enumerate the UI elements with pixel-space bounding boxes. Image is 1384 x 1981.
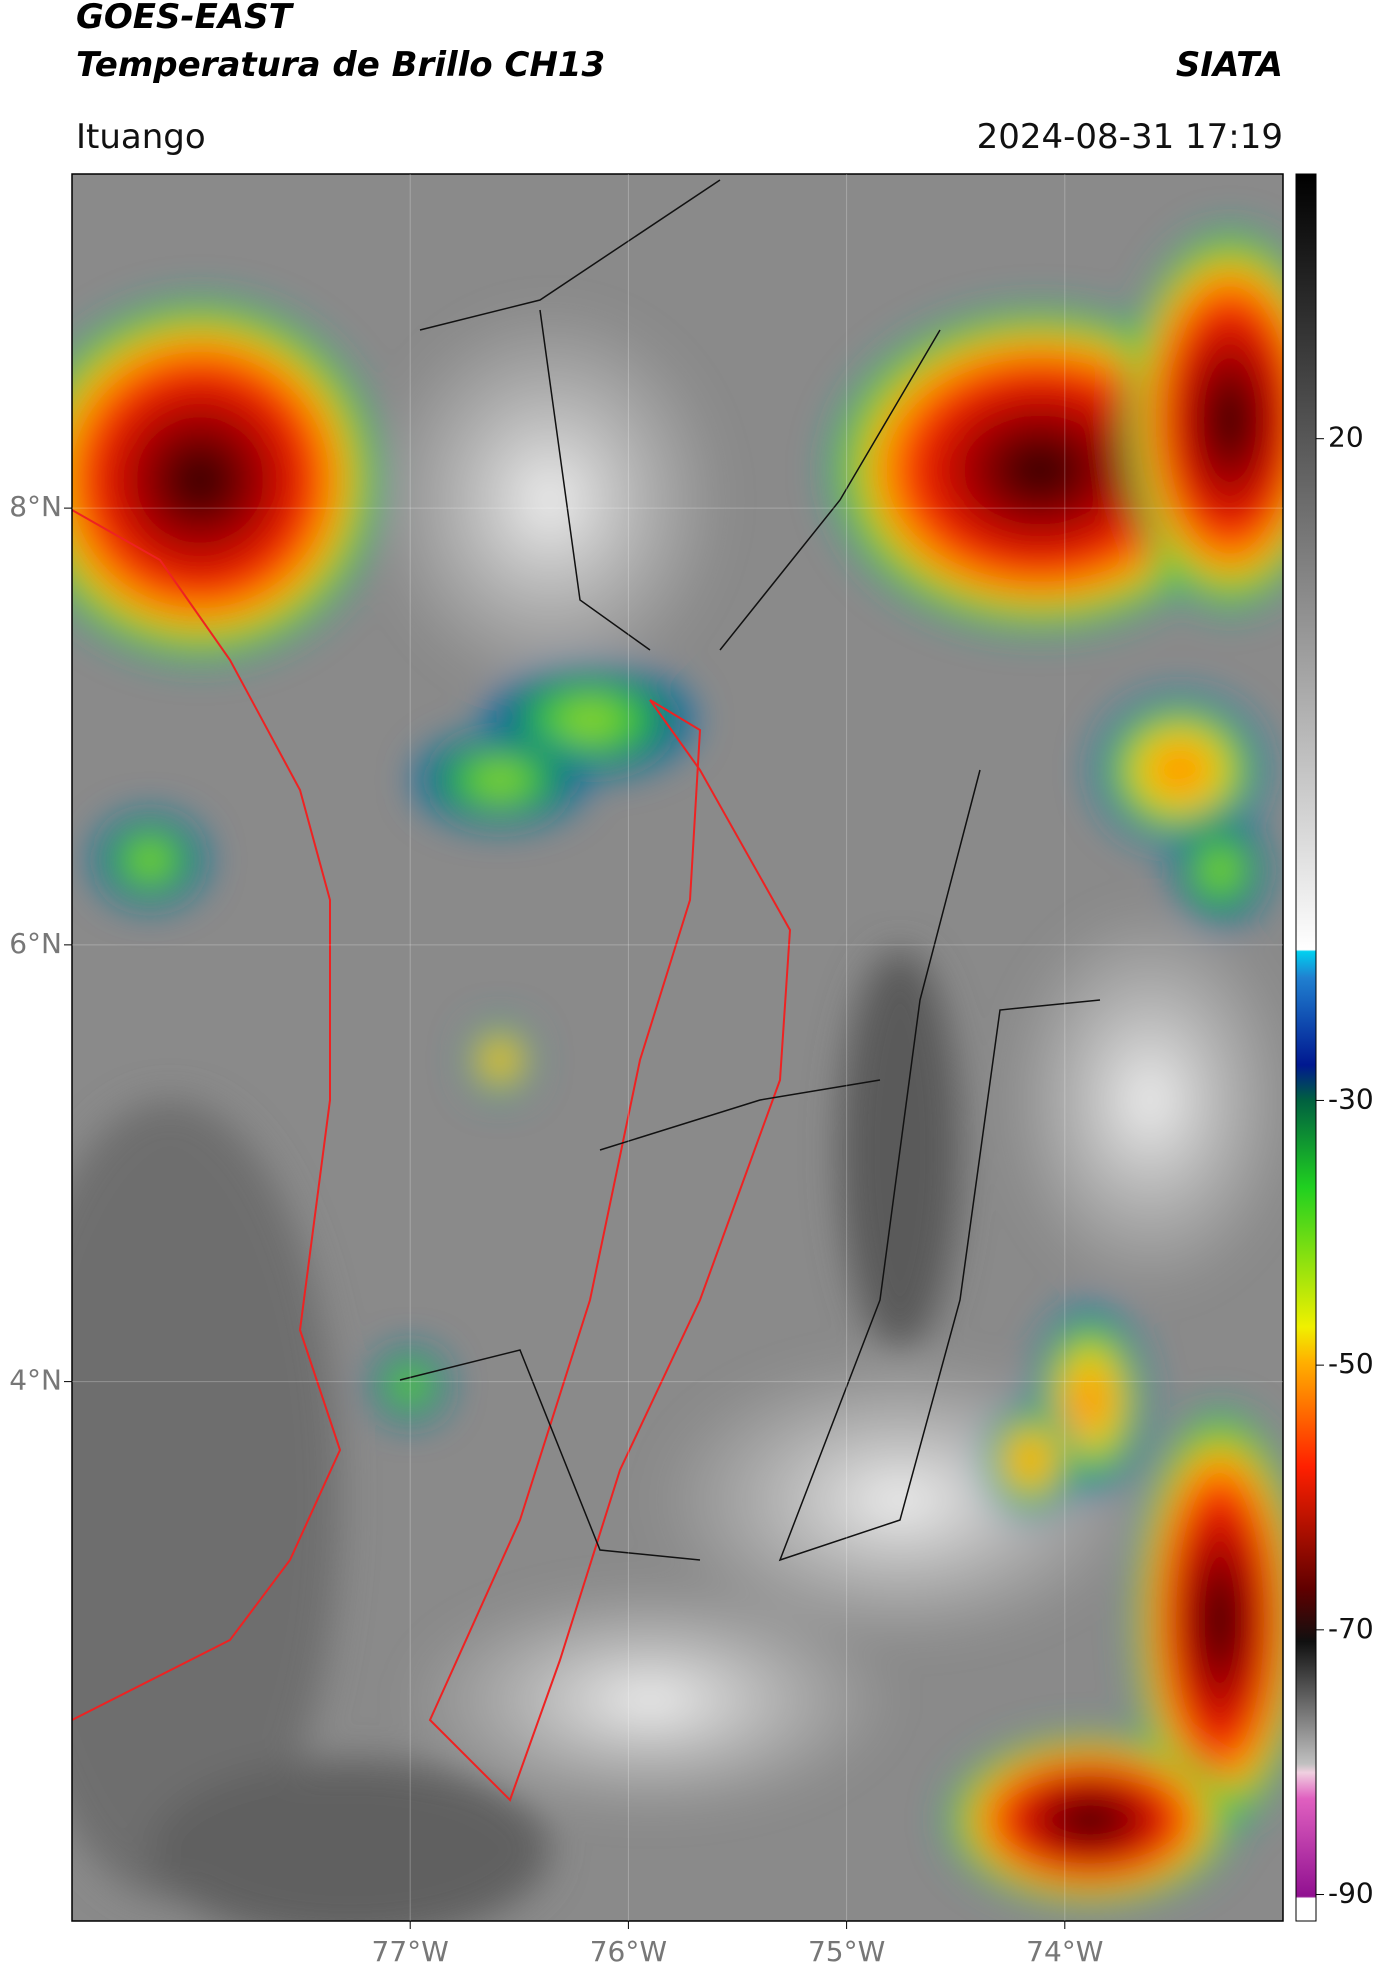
colorbar-tick-label: -70 — [1328, 1612, 1374, 1645]
location: Ituango — [76, 117, 206, 157]
x-tick-label: 77°W — [372, 1935, 449, 1968]
x-tick-label: 75°W — [808, 1935, 885, 1968]
y-tick-label: 4°N — [9, 1364, 62, 1397]
colorbar-tick-label: -30 — [1328, 1082, 1374, 1115]
agency: SIATA — [1176, 45, 1283, 85]
x-tick-label: 74°W — [1026, 1935, 1103, 1968]
x-tick-label: 76°W — [590, 1935, 667, 1968]
colorbar-tick-label: -90 — [1328, 1877, 1374, 1910]
y-tick-label: 6°N — [9, 927, 62, 960]
colorbar — [1295, 173, 1317, 1922]
colorbar-tick-label: 20 — [1328, 421, 1364, 454]
datetime: 2024-08-31 17:19 — [977, 117, 1283, 157]
y-tick-label: 8°N — [9, 490, 62, 523]
satellite-image — [72, 174, 1283, 1921]
title: GOES-EAST — [76, 0, 295, 37]
subtitle: Temperatura de Brillo CH13 — [76, 45, 605, 85]
colorbar-tick-label: -50 — [1328, 1347, 1374, 1380]
map-frame — [71, 173, 1284, 1922]
